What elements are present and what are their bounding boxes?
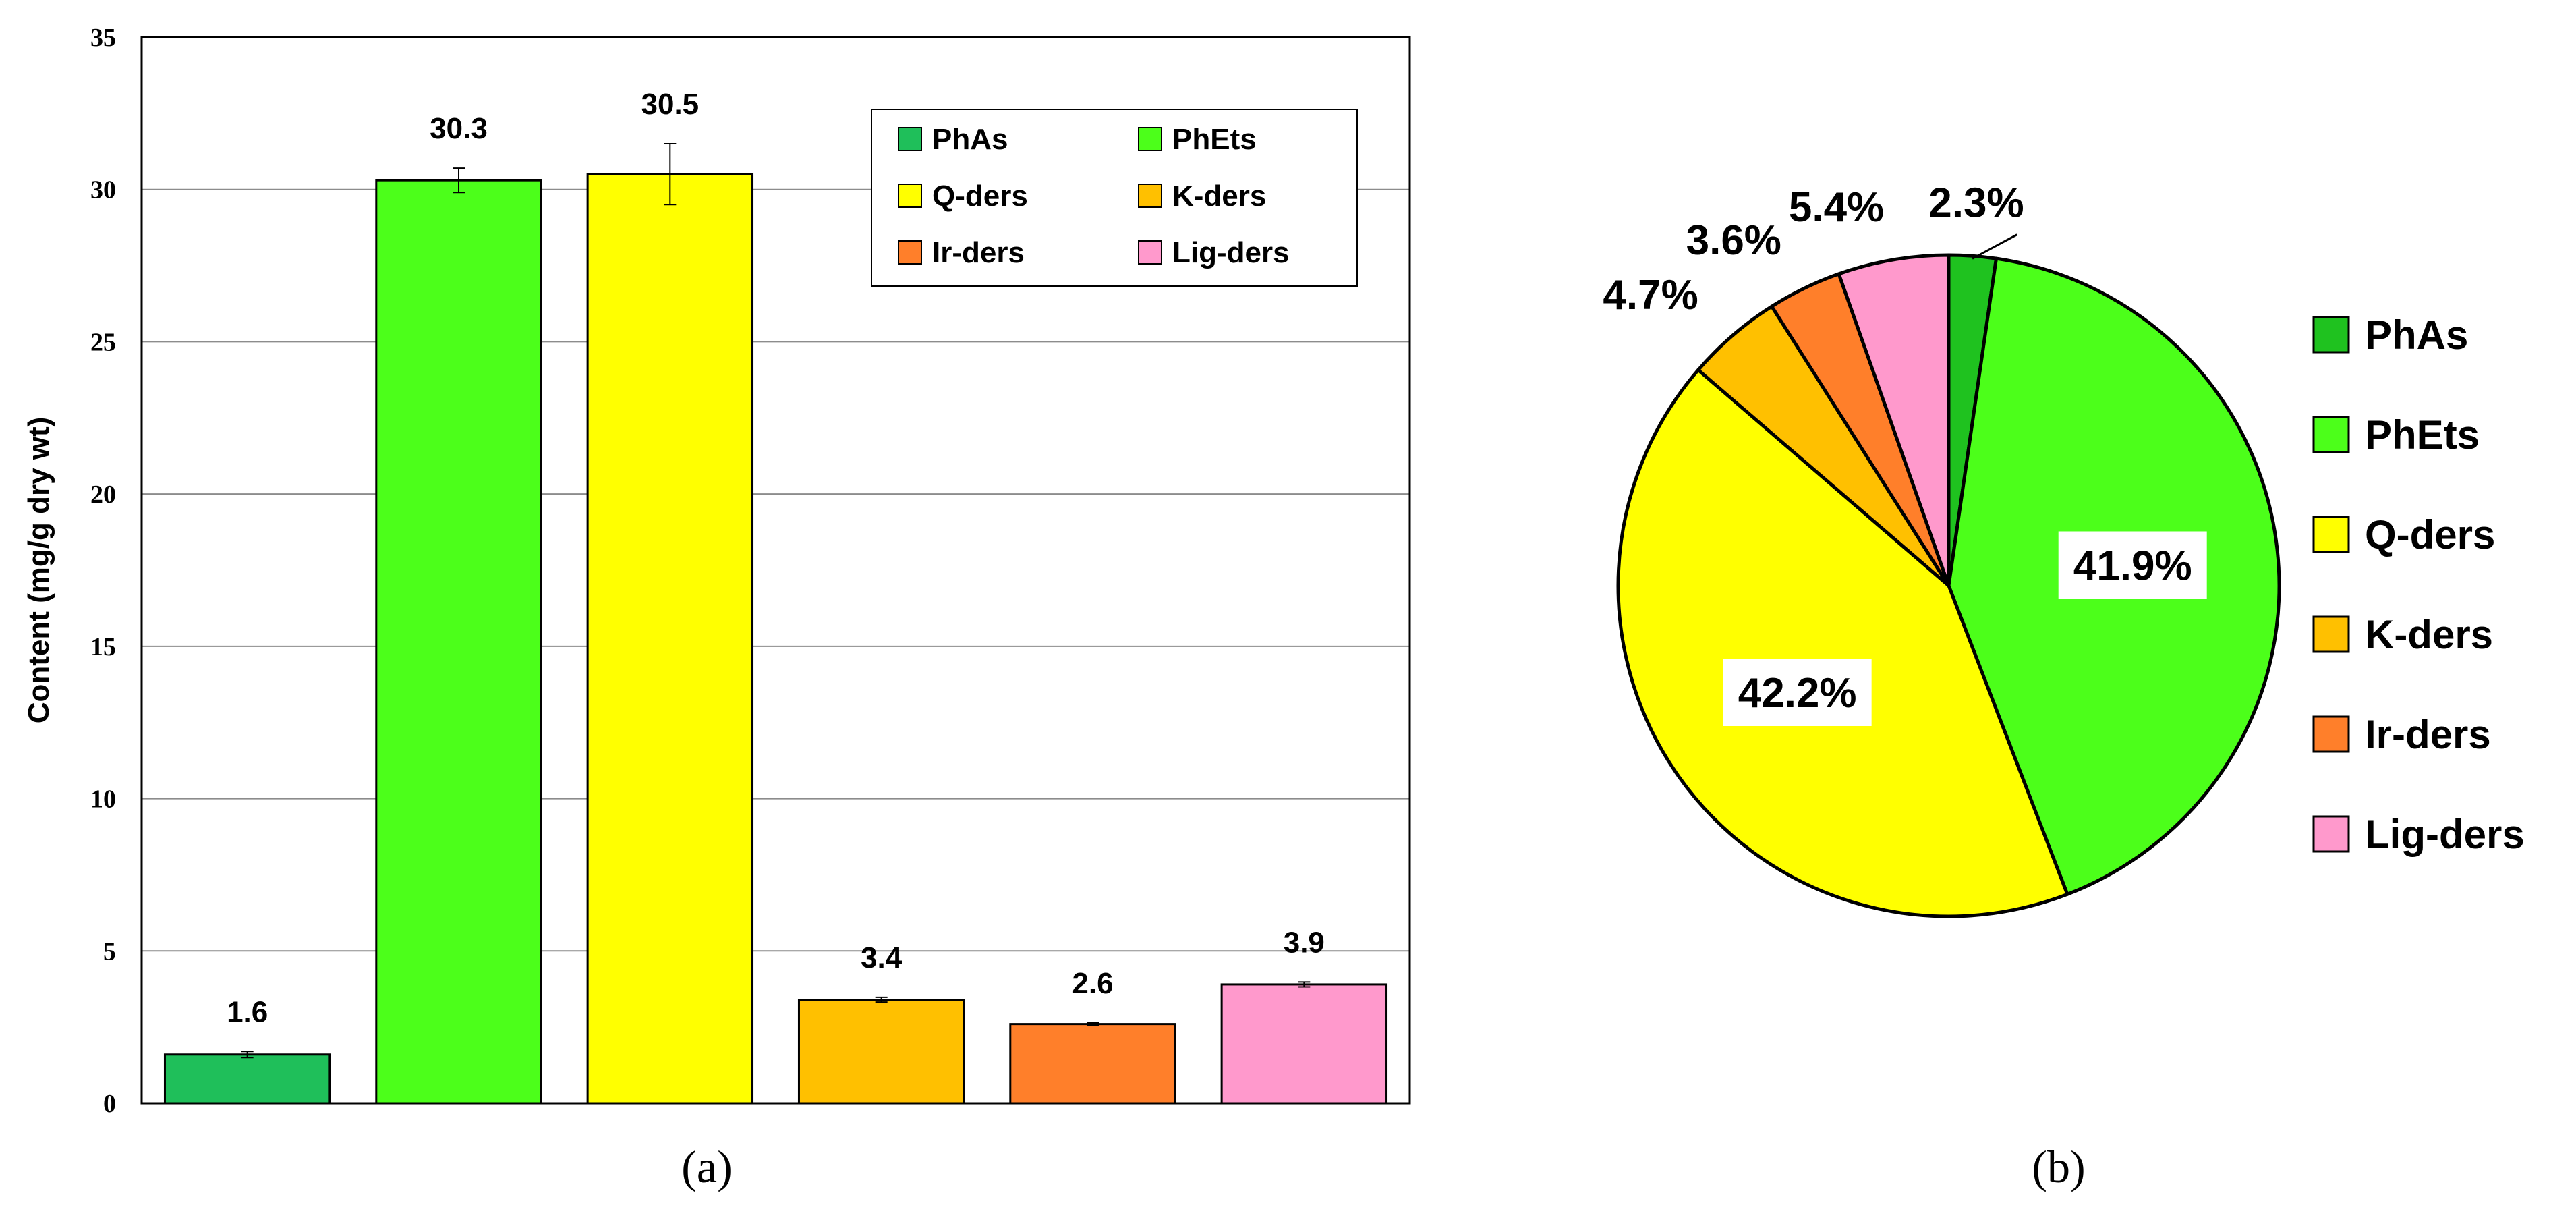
bar-y-axis-label: Content (mg/g dry wt) [22,417,55,724]
bar-ir-ders [1009,1023,1176,1105]
bar-legend-label: PhAs [932,123,1008,156]
bar-legend-swatch [898,184,922,208]
pie-legend-swatch [2312,516,2350,553]
pie-leader-line [1972,233,2017,260]
bar-panel-label: (a) [681,1141,732,1192]
pie-percent-label: 2.3% [1928,179,2024,226]
pie-legend-swatch [2312,416,2350,453]
bar-phas [163,1053,331,1105]
pie-percent-label: 3.6% [1686,217,1781,264]
pie-percent-label: 41.9% [2073,543,2192,589]
pie-legend-label: Q-ders [2365,512,2495,557]
pie-legend-label: K-ders [2365,612,2493,657]
bar-value-label: 3.9 [1284,926,1325,959]
bar-legend-label: Ir-ders [932,236,1025,269]
pie-label-box [1723,658,1872,726]
pie-percent-label: 5.4% [1789,184,1884,231]
bar-legend-label: PhEts [1172,123,1257,156]
bar-lig-ders [1220,983,1388,1105]
bar-k-ders [797,999,965,1105]
bar-chart: 0 5 10 15 20 25 30 35 1.6 30.3 30.5 3.4 2.6 3.9 Cont… [22,24,1411,1192]
pie-legend-swatch [2312,615,2350,653]
bar-legend-swatch [898,240,922,265]
bar-value-label: 30.5 [641,88,699,121]
pie-percent-label: 42.2% [1738,670,1857,717]
pie-legend-label: PhEts [2365,412,2480,457]
bar-q-ders [586,173,754,1105]
bar-y-ticks: 0 5 10 15 20 25 30 35 [90,24,116,1118]
pie-labels: 2.3% 41.9% 42.2% 4.7% 3.6%5.4% [1603,179,2207,726]
bar-y-tick-label: 0 [103,1090,116,1118]
bar-legend-swatch [1138,184,1162,208]
pie-legend-swatch [2312,316,2350,354]
pie-slices [1616,253,2281,918]
bar-y-tick-label: 20 [90,480,116,509]
pie-slice-q-ders [1616,368,2069,918]
bar-legend-label: Q-ders [932,179,1028,213]
bar-y-tick-label: 35 [90,24,116,52]
bar-y-tick-label: 10 [90,785,116,814]
bar-legend: PhAs PhEts Q-ders K-ders Ir-ders Lig-ders [871,109,1358,287]
pie-chart: 2.3% 41.9% 42.2% 4.7% 3.6%5.4% PhAs PhEts Q-de… [1603,179,2524,1192]
bar-plot-frame [140,36,1411,1105]
bar-legend-swatch [898,127,922,151]
pie-legend-swatch [2312,715,2350,753]
bar-legend-label: Lig-ders [1172,236,1290,269]
pie-percent-label: 4.7% [1603,272,1698,318]
bar-value-label: 2.6 [1072,967,1113,1000]
pie-legend-label: PhAs [2365,312,2468,358]
bar-legend-box [871,109,1358,287]
bar-value-label: 3.4 [861,941,903,974]
bar-legend-label: K-ders [1172,179,1266,213]
pie-legend: PhAs PhEts Q-ders K-ders Ir-ders Lig-ders [2312,312,2525,857]
bar-legend-swatch [1138,127,1162,151]
bar-phets [375,179,542,1105]
bar-gridlines [142,188,1410,952]
bar-y-tick-label: 15 [90,633,116,661]
pie-label-box [2058,531,2207,599]
pie-legend-swatch [2312,815,2350,853]
bar-y-tick-label: 5 [103,937,116,966]
pie-slice-lig-ders [1837,253,1951,588]
pie-legend-label: Ir-ders [2365,712,2491,757]
pie-legend-label: Lig-ders [2365,812,2525,857]
bar-y-tick-label: 30 [90,176,116,204]
bar-legend-swatch [1138,240,1162,265]
bar-marks: 1.6 30.3 30.5 3.4 2.6 3.9 [163,88,1388,1105]
bar-value-label: 1.6 [227,995,268,1028]
bar-value-label: 30.3 [430,112,488,145]
bar-y-tick-label: 25 [90,328,116,356]
pie-panel-label: (b) [2032,1141,2085,1192]
